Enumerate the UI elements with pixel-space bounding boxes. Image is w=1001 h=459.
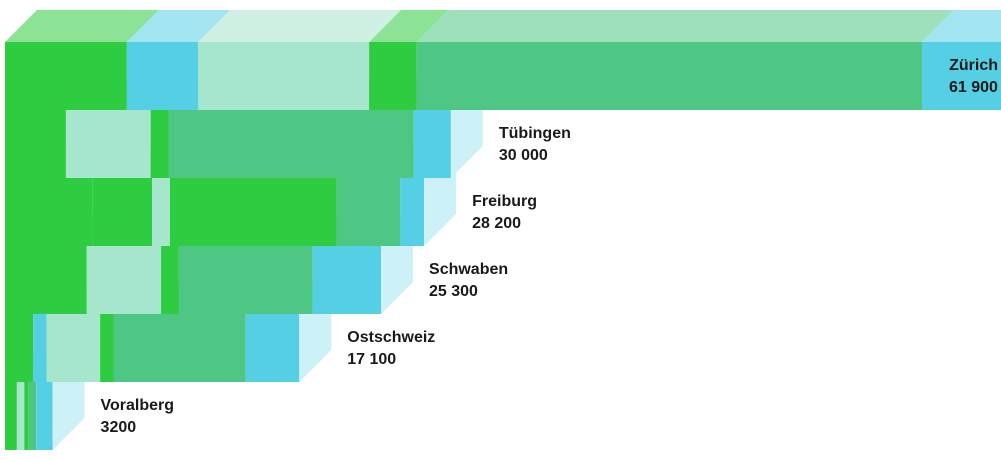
bar-segment	[86, 246, 162, 314]
bar-segment	[5, 42, 127, 110]
bar-segment	[113, 314, 246, 382]
category-label: Zürich	[949, 57, 998, 74]
bar-segment-top	[416, 10, 955, 42]
bar-segment	[198, 42, 370, 110]
labels-group: Voralberg 3200 Ostschweiz 17 100 Schwaben 25 …	[101, 57, 998, 436]
bar-segment	[33, 314, 47, 382]
value-label: 25 300	[429, 283, 478, 300]
bar-segment	[400, 178, 425, 246]
bar-segment-top	[922, 10, 1001, 42]
bar-segment	[24, 382, 29, 450]
category-label: Ostschweiz	[347, 329, 435, 346]
bar-segment-top	[5, 10, 159, 42]
bar-segment	[336, 178, 401, 246]
value-label: 28 200	[472, 215, 521, 232]
bar-segment	[161, 246, 179, 314]
bar-segment	[5, 178, 93, 246]
bar-segment	[169, 178, 337, 246]
category-label: Freiburg	[472, 193, 537, 210]
bar-segment	[65, 110, 151, 178]
bar-segment	[152, 178, 170, 246]
bar-1	[5, 10, 1001, 110]
bar-segment	[36, 382, 53, 450]
bar-segment	[922, 42, 1001, 110]
bar-segment-top	[369, 10, 449, 42]
value-label: 61 900	[949, 79, 998, 96]
bar-segment	[150, 110, 169, 178]
bar-segment	[16, 382, 25, 450]
category-label: Tübingen	[499, 125, 571, 142]
bar-segment	[92, 178, 153, 246]
value-label: 17 100	[347, 351, 396, 368]
bar-segment-top	[198, 10, 402, 42]
bar-segment	[416, 42, 923, 110]
bar-segment	[100, 314, 114, 382]
bar-segment	[413, 110, 451, 178]
bar-segment	[126, 42, 199, 110]
category-label: Voralberg	[101, 397, 174, 414]
bar-segment	[46, 314, 101, 382]
bar-segment-top	[126, 10, 231, 42]
bar-segment	[245, 314, 300, 382]
bar-segment	[178, 246, 313, 314]
bar-segment	[369, 42, 417, 110]
bar-segment	[168, 110, 414, 178]
bar-segment	[28, 382, 37, 450]
bar-segment	[5, 314, 34, 382]
category-label: Schwaben	[429, 261, 508, 278]
bar-segment	[5, 110, 66, 178]
bar-segment	[5, 246, 87, 314]
value-label: 3200	[101, 419, 137, 436]
bar-segment	[312, 246, 382, 314]
bars-group	[5, 10, 1001, 450]
value-label: 30 000	[499, 147, 548, 164]
bar-segment	[5, 382, 17, 450]
